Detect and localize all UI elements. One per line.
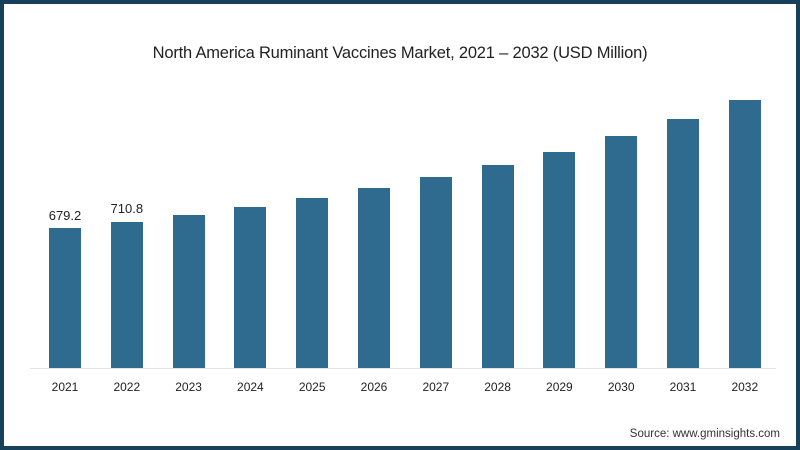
x-tick-2031: 2031: [669, 380, 697, 394]
x-tick-2021: 2021: [51, 380, 79, 394]
x-tick-2028: 2028: [484, 380, 511, 394]
bar-2021: [49, 228, 81, 368]
x-tick-2026: 2026: [360, 380, 388, 394]
x-tick-2025: 2025: [298, 380, 326, 394]
bar-2030: [605, 135, 638, 368]
bar-2024: [234, 207, 267, 368]
x-tick-2030: 2030: [607, 380, 635, 394]
x-tick-2029: 2029: [546, 380, 573, 394]
bar-2031: [667, 119, 699, 368]
x-tick-2023: 2023: [175, 380, 202, 394]
chart-title: North America Ruminant Vaccines Market, …: [152, 44, 648, 62]
bar-2032: [728, 100, 761, 368]
x-tick-2032: 2032: [731, 380, 759, 394]
data-label-2022: 710.8: [110, 201, 144, 217]
x-tick-2027: 2027: [422, 380, 450, 394]
data-label-2021: 679.2: [48, 208, 82, 223]
x-tick-2024: 2024: [237, 380, 264, 394]
bar-2022: [110, 221, 143, 368]
x-tick-2022: 2022: [113, 380, 141, 394]
x-axis-line: [30, 368, 776, 369]
bar-2028: [481, 164, 514, 368]
bar-2025: [296, 197, 329, 368]
source-note: Source: www.gminsights.com: [629, 428, 780, 440]
plot-area: [34, 80, 774, 368]
bar-2023: [172, 215, 205, 368]
bar-2027: [419, 176, 452, 368]
bar-2029: [543, 151, 576, 368]
bar-2026: [358, 188, 390, 368]
